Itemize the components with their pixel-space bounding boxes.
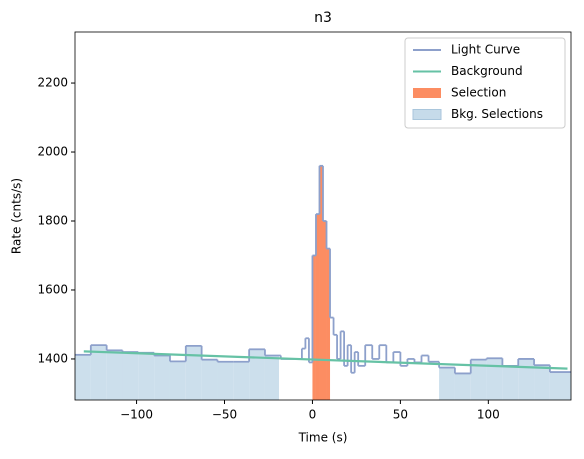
plot (75, 164, 571, 400)
selection (315, 214, 320, 400)
bkg-selection (249, 349, 265, 400)
legend-label: Light Curve (451, 43, 520, 57)
bkg-selection (502, 365, 519, 400)
x-tick-label: 100 (477, 408, 500, 422)
bkg-selection (185, 345, 202, 400)
y-tick-label: 1400 (37, 351, 68, 365)
bkg-selection (470, 359, 487, 400)
chart-title: n3 (314, 10, 332, 26)
x-axis-label: Time (s) (298, 431, 348, 445)
legend-label: Bkg. Selections (451, 107, 543, 121)
bkg-selection (486, 358, 503, 400)
bkg-selection (217, 361, 234, 400)
bkg-selection (169, 361, 186, 400)
plot-frame (74, 31, 572, 401)
selection (312, 255, 316, 400)
legend-box (404, 37, 566, 129)
legend-label: Selection (451, 86, 506, 100)
bkg-selection (549, 372, 571, 400)
y-axis-label: Rate (cnts/s) (10, 178, 24, 254)
x-tick-label: −100 (120, 408, 153, 422)
selection (326, 248, 331, 400)
selection (319, 165, 323, 400)
x-tick-label: 0 (309, 408, 317, 422)
bkg-selection (439, 367, 455, 400)
bkg-selection (264, 355, 280, 400)
bkg-selection (122, 352, 139, 400)
bkg-selection (75, 354, 91, 400)
legend-swatch (412, 109, 442, 120)
bkg-selection (138, 352, 155, 400)
selection (323, 221, 327, 400)
bkg-selection (534, 365, 550, 400)
background-line (83, 350, 568, 370)
bkg-selection (454, 373, 471, 400)
y-tick-label: 1600 (37, 282, 68, 296)
bkg-selection (90, 345, 107, 400)
bkg-selection (106, 350, 123, 400)
legend-label: Background (451, 64, 523, 78)
x-tick-label: −50 (212, 408, 237, 422)
y-tick-label: 1800 (37, 214, 68, 228)
bkg-selection (154, 355, 170, 400)
y-tick-label: 2000 (37, 145, 68, 159)
y-tick-label: 2200 (37, 76, 68, 90)
bkg-selection (518, 358, 535, 400)
bkg-selection (201, 359, 218, 400)
bkg-selection (233, 361, 250, 400)
legend-swatch (413, 88, 441, 98)
x-tick-label: 50 (393, 408, 408, 422)
